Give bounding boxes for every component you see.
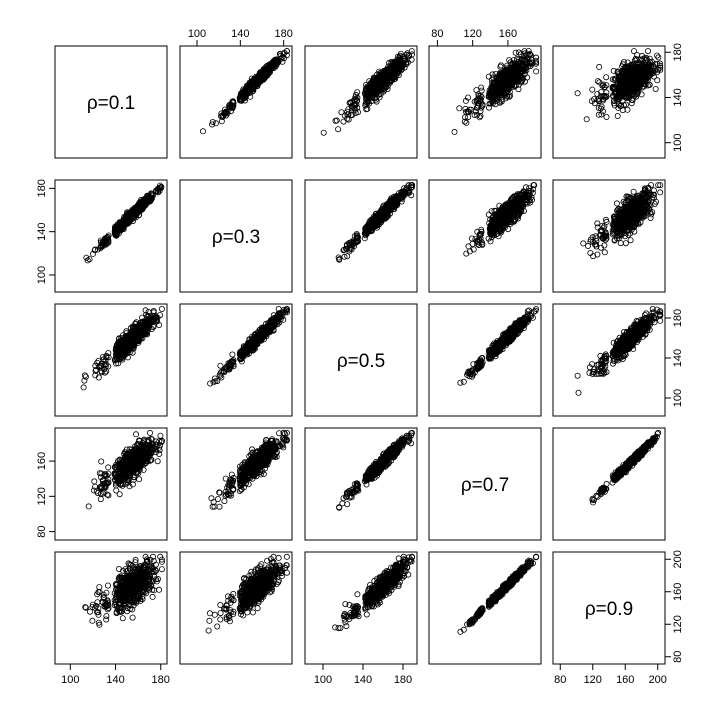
panel-1-3 xyxy=(429,180,541,292)
panel-0-0: ρ=0.1 xyxy=(55,46,167,158)
data-point xyxy=(409,57,414,62)
data-point xyxy=(341,119,346,124)
data-point xyxy=(645,49,650,54)
data-point xyxy=(614,201,619,206)
data-point xyxy=(464,120,469,125)
data-point xyxy=(486,212,491,217)
data-point xyxy=(336,127,341,132)
panel-1-1: ρ=0.3 xyxy=(180,180,292,292)
panel-0-3 xyxy=(429,46,541,158)
data-point xyxy=(595,79,600,84)
data-point xyxy=(159,306,164,311)
panel-2-0 xyxy=(55,304,167,416)
data-point xyxy=(604,114,609,119)
data-point xyxy=(631,189,636,194)
data-point xyxy=(584,117,589,122)
data-point xyxy=(479,88,484,93)
data-point xyxy=(655,78,660,83)
data-point xyxy=(581,241,586,246)
data-point xyxy=(534,69,539,74)
panel-1-2 xyxy=(305,180,417,292)
data-point xyxy=(513,50,518,55)
data-point xyxy=(597,64,602,69)
data-point xyxy=(623,241,628,246)
data-point xyxy=(653,86,658,91)
data-point xyxy=(452,129,457,134)
data-point xyxy=(628,238,633,243)
data-point xyxy=(575,91,580,96)
data-point xyxy=(648,215,653,220)
data-point xyxy=(602,250,607,255)
diagonal-label: ρ=0.3 xyxy=(212,227,260,248)
data-point xyxy=(590,87,595,92)
data-point xyxy=(523,185,528,190)
panel-1-4 xyxy=(553,180,665,292)
data-point xyxy=(321,130,326,135)
panel-0-1 xyxy=(180,46,292,158)
data-point xyxy=(466,115,471,120)
data-point xyxy=(457,106,462,111)
data-point xyxy=(604,75,609,80)
data-point xyxy=(87,257,92,262)
data-point xyxy=(478,113,483,118)
data-point xyxy=(615,113,620,118)
panel-1-0 xyxy=(55,180,167,292)
diagonal-label: ρ=0.1 xyxy=(87,93,135,114)
panel-0-4 xyxy=(553,46,665,158)
data-point xyxy=(466,244,471,249)
data-point xyxy=(658,190,663,195)
data-point xyxy=(474,88,479,93)
panel-0-2 xyxy=(305,46,417,158)
data-point xyxy=(200,129,205,134)
